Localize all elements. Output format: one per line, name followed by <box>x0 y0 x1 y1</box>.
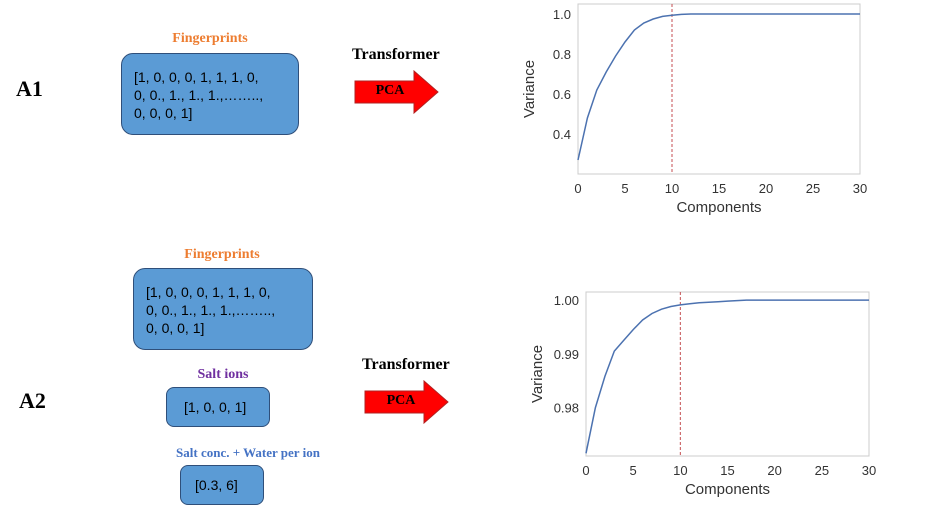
fingerprint-line: [1, 0, 0, 0, 1, 1, 1, 0, <box>146 284 271 300</box>
salt-conc-title: Salt conc. + Water per ion <box>176 445 320 460</box>
x-tick-label: 10 <box>673 463 687 478</box>
pca-arrow <box>364 380 449 424</box>
y-tick-label: 0.6 <box>553 87 571 102</box>
x-tick-label: 25 <box>806 181 820 196</box>
x-tick-label: 15 <box>712 181 726 196</box>
x-tick-label: 20 <box>759 181 773 196</box>
pca-label: PCA <box>375 83 405 98</box>
fingerprints-title: Fingerprints <box>172 31 248 46</box>
variance-chart-a2: 0 5 10 15 20 25 30 0.98 0.99 1.00 Components Varian… <box>529 291 876 498</box>
fingerprints-box: [1, 0, 0, 0, 1, 1, 1, 0, 0, 0., 1., 1., … <box>133 268 313 350</box>
y-tick-label: 0.8 <box>553 47 571 62</box>
plot-frame <box>577 3 861 175</box>
variance-line <box>577 13 860 161</box>
fingerprint-line: 0, 0, 0, 1] <box>146 320 205 336</box>
x-tick-label: 5 <box>621 181 628 196</box>
transformer-label: Transformer <box>362 356 450 373</box>
x-tick-label: 30 <box>853 181 867 196</box>
y-axis-label: Variance <box>521 60 538 118</box>
y-axis-label: Variance <box>529 345 546 403</box>
x-tick-label: 30 <box>862 463 876 478</box>
y-tick-label: 0.4 <box>553 127 571 142</box>
x-axis-label: Components <box>685 481 770 498</box>
salt-ions-value: [1, 0, 0, 1] <box>184 399 247 415</box>
y-tick-label: 0.99 <box>554 347 579 362</box>
fingerprint-line: 0, 0, 0, 1] <box>134 105 193 121</box>
panel-label-a1: A1 <box>16 76 43 101</box>
salt-ions-title: Salt ions <box>197 367 249 382</box>
x-tick-label: 25 <box>815 463 829 478</box>
fingerprint-line: 0, 0., 1., 1., 1.,…….., <box>134 87 264 103</box>
transformer-label: Transformer <box>352 46 440 63</box>
x-tick-label: 15 <box>720 463 734 478</box>
pca-label: PCA <box>386 393 416 408</box>
y-tick-label: 0.98 <box>554 401 579 416</box>
fingerprint-line: [1, 0, 0, 0, 1, 1, 1, 0, <box>134 69 259 85</box>
fingerprints-box: [1, 0, 0, 0, 1, 1, 1, 0, 0, 0., 1., 1., … <box>121 53 299 135</box>
panel-label-a2: A2 <box>19 388 46 413</box>
salt-ions-box: [1, 0, 0, 1] <box>166 387 270 427</box>
salt-conc-value: [0.3, 6] <box>195 477 238 493</box>
plot-frame <box>585 291 870 457</box>
x-axis-label: Components <box>676 199 761 216</box>
pca-arrow <box>354 70 439 114</box>
x-tick-label: 20 <box>767 463 781 478</box>
y-tick-label: 1.0 <box>553 7 571 22</box>
variance-line <box>585 299 869 454</box>
variance-chart-a1: 0 5 10 15 20 25 30 0.4 0.6 0.8 1.0 Components Varian… <box>521 3 867 216</box>
fingerprint-line: 0, 0., 1., 1., 1.,…….., <box>146 302 276 318</box>
x-tick-label: 0 <box>582 463 589 478</box>
x-tick-label: 5 <box>630 463 637 478</box>
x-tick-label: 0 <box>574 181 581 196</box>
y-tick-label: 1.00 <box>554 293 579 308</box>
fingerprints-title: Fingerprints <box>184 247 260 262</box>
x-tick-label: 10 <box>665 181 679 196</box>
salt-conc-box: [0.3, 6] <box>180 465 264 505</box>
